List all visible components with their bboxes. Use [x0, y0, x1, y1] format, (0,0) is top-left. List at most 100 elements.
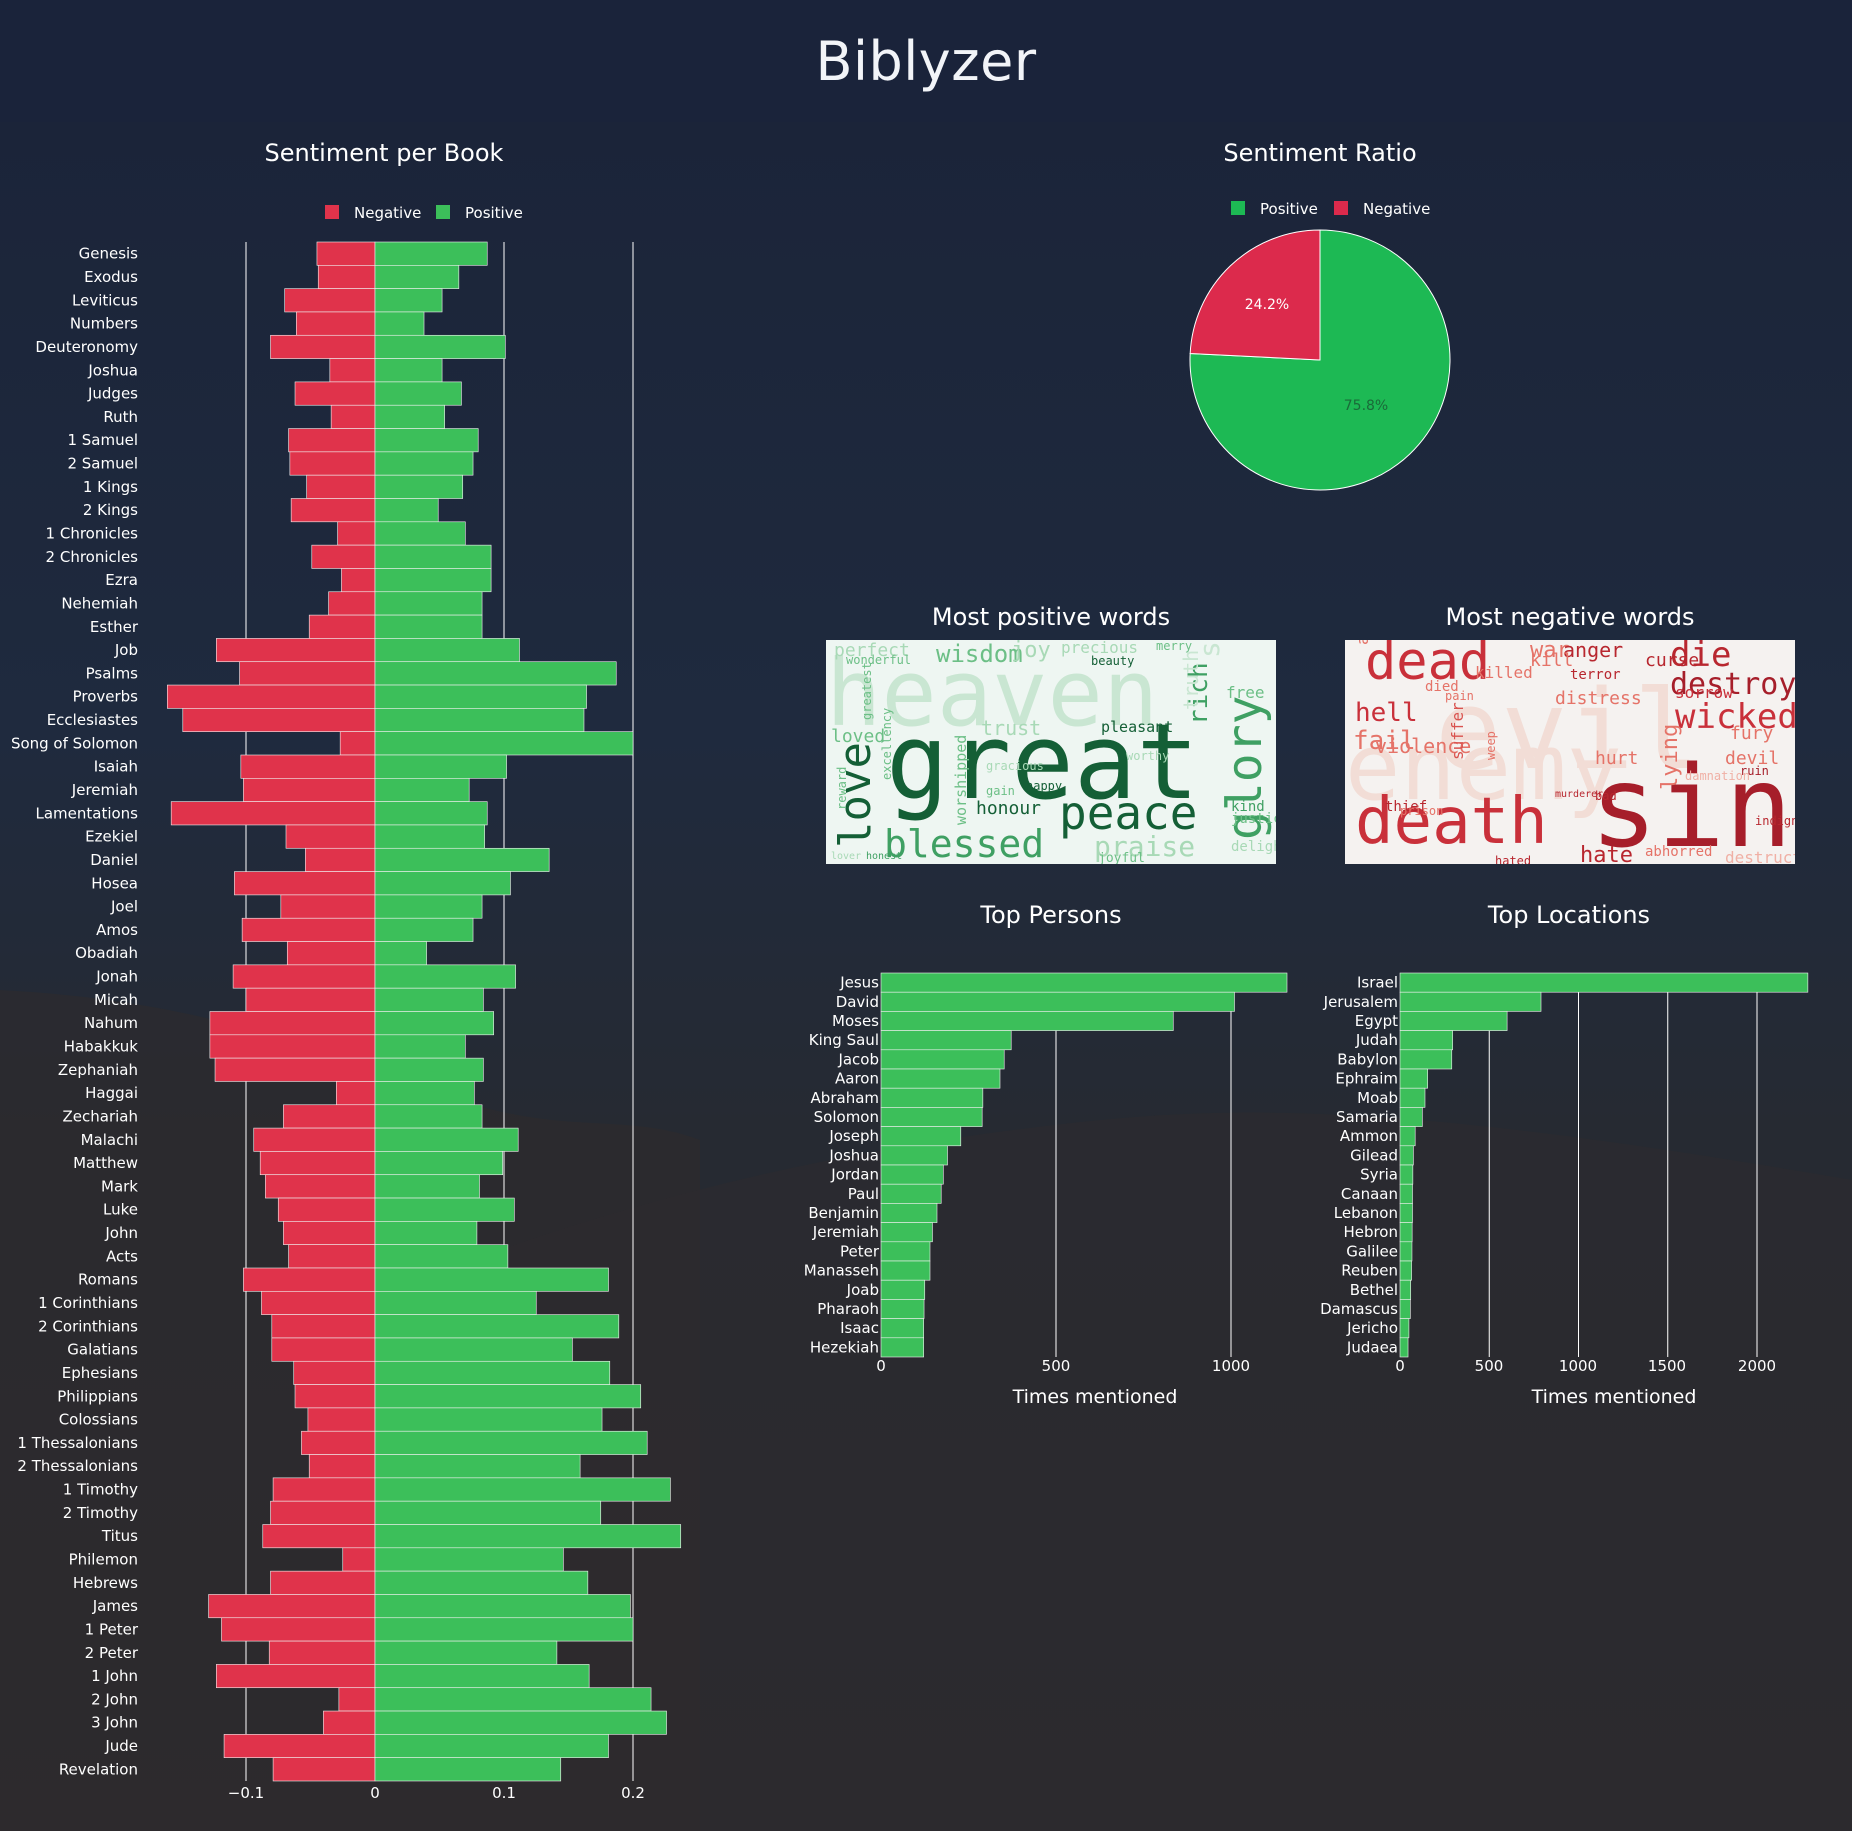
book-label: Romans	[78, 1271, 138, 1289]
bar-negative	[210, 1035, 375, 1058]
category-label: Reuben	[1341, 1262, 1398, 1280]
bar-positive	[375, 499, 438, 522]
bar-positive	[375, 1105, 482, 1128]
bar-positive	[375, 1548, 563, 1571]
wordcloud-word: destruction	[1725, 850, 1795, 864]
bar-positive	[375, 755, 507, 778]
bar	[881, 1088, 983, 1107]
bar	[1400, 1223, 1412, 1242]
bar-negative	[234, 872, 375, 895]
book-label: James	[92, 1597, 138, 1615]
bar-positive	[375, 1198, 514, 1221]
bar-positive	[375, 918, 473, 941]
wordcloud-word: hate	[1580, 845, 1633, 864]
wordcloud-word: hell	[1355, 700, 1418, 726]
book-label: Hosea	[91, 874, 138, 892]
bar	[881, 1184, 941, 1203]
book-label: Ecclesiastes	[47, 711, 138, 729]
book-label: 1 Peter	[85, 1620, 139, 1638]
book-label: Psalms	[86, 664, 139, 682]
wordcloud-word: trust	[981, 718, 1041, 738]
bar-positive	[375, 1151, 503, 1174]
top-locations-chart: Top Locations IsraelJerusalemEgyptJudahB…	[1318, 885, 1848, 1415]
bar-positive	[375, 1758, 561, 1781]
bar-negative	[338, 522, 375, 545]
bar	[881, 973, 1287, 992]
pie-legend[interactable]: Positive Negative	[1231, 200, 1430, 218]
pie-slices	[1190, 230, 1450, 490]
bar-positive	[375, 1594, 630, 1617]
bar	[881, 1338, 924, 1357]
book-label: Genesis	[79, 245, 139, 263]
bar-negative	[263, 1525, 375, 1548]
category-label: Egypt	[1355, 1012, 1398, 1030]
bar	[881, 1299, 924, 1318]
category-label: Gilead	[1350, 1146, 1398, 1164]
book-label: Isaiah	[94, 758, 138, 776]
bar	[881, 1242, 930, 1261]
book-label: 2 Kings	[83, 501, 138, 519]
book-label: Exodus	[84, 268, 138, 286]
bar	[1400, 1165, 1413, 1184]
x-tick: 0	[876, 1357, 886, 1375]
bar-negative	[291, 499, 375, 522]
sentiment-ratio-chart: Sentiment Ratio Positive Negative 24.2% …	[1150, 122, 1490, 512]
book-label: Amos	[96, 921, 138, 939]
bar-positive	[375, 1664, 589, 1687]
bar-negative	[301, 1431, 375, 1454]
book-label: 2 Thessalonians	[17, 1457, 138, 1475]
category-label: Galilee	[1346, 1242, 1398, 1260]
bar	[1400, 1319, 1409, 1338]
wordcloud-word: wonderful	[846, 654, 911, 666]
category-label: Bethel	[1350, 1281, 1398, 1299]
category-label: Jeremiah	[812, 1223, 879, 1241]
bar-negative	[209, 1594, 375, 1617]
bar-positive	[375, 1315, 619, 1338]
bar	[881, 1050, 1004, 1069]
category-label: Judah	[1355, 1031, 1398, 1049]
wordcloud-word: honour	[976, 800, 1041, 818]
book-label: Zephaniah	[58, 1061, 138, 1079]
bar-negative	[246, 988, 375, 1011]
bar	[1400, 1050, 1452, 1069]
bar	[881, 1319, 924, 1338]
locations-bars	[1400, 973, 1808, 1357]
x-tick: 1000	[1559, 1357, 1597, 1375]
locations-labels: IsraelJerusalemEgyptJudahBabylonEphraimM…	[1320, 974, 1398, 1357]
bar	[1400, 973, 1808, 992]
sentiment-legend[interactable]: Negative Positive	[325, 204, 523, 222]
bar-positive	[375, 289, 442, 312]
legend-positive-swatch	[1231, 201, 1245, 215]
wordcloud-word: delight	[1231, 840, 1276, 854]
wordcloud-word: worshipped	[954, 735, 969, 825]
bar-positive	[375, 359, 442, 382]
positive-wordcloud: heaven great glory peace love blessed wisdom pr…	[826, 640, 1276, 864]
bar-negative	[340, 732, 375, 755]
book-label: Philemon	[69, 1550, 138, 1568]
bar-negative	[272, 1338, 375, 1361]
wordcloud-word: angry	[1355, 640, 1371, 645]
locations-title: Top Locations	[1487, 901, 1650, 929]
x-tick: 0	[1395, 1357, 1405, 1375]
book-label: 1 Timothy	[63, 1481, 138, 1499]
legend-positive-label: Positive	[1260, 200, 1318, 218]
bar	[881, 1146, 948, 1165]
book-label: Matthew	[73, 1154, 138, 1172]
bar-negative	[295, 1385, 375, 1408]
wordcloud-word: truth	[1181, 650, 1201, 710]
category-label: Jericho	[1346, 1319, 1398, 1337]
bar	[881, 1031, 1011, 1050]
bar-negative	[271, 1501, 375, 1524]
category-label: Syria	[1360, 1166, 1398, 1184]
bar	[881, 1223, 932, 1242]
bar	[1400, 1107, 1422, 1126]
pie-slice-negative[interactable]	[1190, 230, 1320, 360]
legend-negative-label: Negative	[354, 204, 421, 222]
bar-negative	[287, 942, 375, 965]
bar	[1400, 1184, 1412, 1203]
bar-positive	[375, 732, 633, 755]
book-label: Mark	[101, 1177, 138, 1195]
bar-negative	[281, 895, 375, 918]
bar	[881, 1107, 982, 1126]
bar-positive	[375, 1501, 601, 1524]
